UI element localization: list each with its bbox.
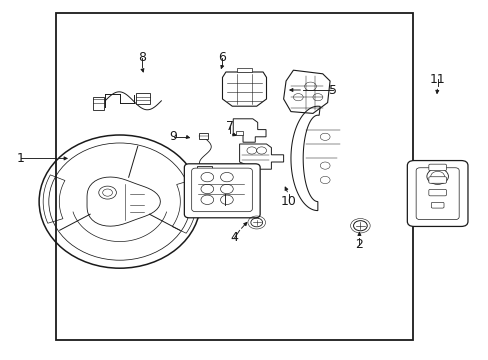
Text: 1: 1 xyxy=(17,152,24,165)
FancyBboxPatch shape xyxy=(407,161,467,226)
FancyBboxPatch shape xyxy=(428,177,446,183)
FancyBboxPatch shape xyxy=(415,168,458,220)
Text: 3: 3 xyxy=(221,199,228,212)
Text: 11: 11 xyxy=(429,73,445,86)
FancyBboxPatch shape xyxy=(235,131,243,135)
Text: 9: 9 xyxy=(169,130,177,143)
Text: 10: 10 xyxy=(280,195,296,208)
Text: 6: 6 xyxy=(218,51,226,64)
FancyBboxPatch shape xyxy=(93,97,103,110)
FancyBboxPatch shape xyxy=(430,202,443,208)
FancyBboxPatch shape xyxy=(428,164,446,171)
FancyBboxPatch shape xyxy=(136,93,149,104)
Text: 2: 2 xyxy=(355,238,363,251)
FancyBboxPatch shape xyxy=(184,164,260,218)
FancyBboxPatch shape xyxy=(191,168,252,212)
FancyBboxPatch shape xyxy=(428,189,446,196)
FancyBboxPatch shape xyxy=(199,133,207,139)
Text: 7: 7 xyxy=(225,120,233,132)
Text: 4: 4 xyxy=(230,231,238,244)
Bar xyxy=(56,13,412,340)
FancyBboxPatch shape xyxy=(197,166,211,173)
Bar xyxy=(237,68,251,72)
Text: 8: 8 xyxy=(138,51,145,64)
Text: 5: 5 xyxy=(328,84,336,96)
